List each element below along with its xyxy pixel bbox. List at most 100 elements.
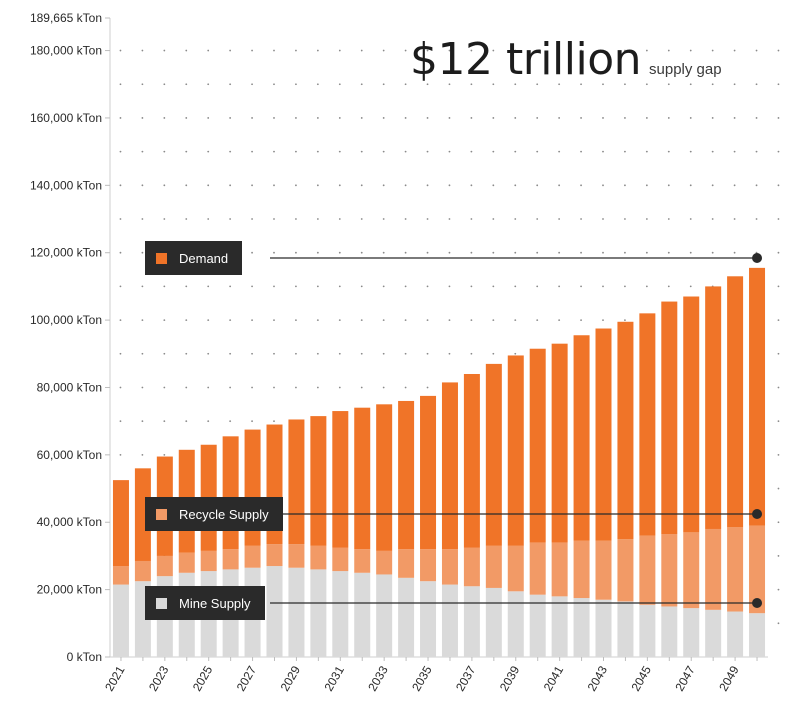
mine-connector-dot xyxy=(752,598,763,608)
grid-dot xyxy=(558,218,561,220)
grid-dot xyxy=(141,49,144,52)
grid-dot xyxy=(536,184,539,187)
grid-dot xyxy=(119,83,122,86)
grid-dot xyxy=(711,184,714,187)
recycle-supply-bar xyxy=(617,539,634,602)
grid-dot xyxy=(141,150,144,153)
grid-dot xyxy=(558,117,561,119)
grid-dot xyxy=(470,83,473,86)
grid-dot xyxy=(141,218,144,220)
grid-dot xyxy=(207,218,210,220)
recycle-supply-bar xyxy=(595,540,612,600)
grid-dot xyxy=(273,352,275,355)
grid-dot xyxy=(777,319,780,321)
grid-dot xyxy=(316,218,319,220)
grid-dot xyxy=(229,218,232,220)
recycle-supply-bar xyxy=(354,549,371,573)
recycle-supply-bar xyxy=(222,549,239,570)
grid-dot xyxy=(602,150,604,153)
grid-dot xyxy=(602,117,604,119)
grid-dot xyxy=(470,150,473,153)
grid-dot xyxy=(229,420,232,423)
grid-dot xyxy=(426,319,429,321)
grid-dot xyxy=(141,83,144,86)
grid-dot xyxy=(470,49,473,52)
grid-dot xyxy=(273,218,275,220)
demand-bar xyxy=(134,468,151,561)
grid-dot xyxy=(558,184,561,187)
grid-dot xyxy=(360,218,363,220)
mine-swatch xyxy=(156,597,167,609)
grid-dot xyxy=(119,184,122,187)
grid-dot xyxy=(163,150,166,153)
x-tick-label: 2023 xyxy=(146,663,172,693)
grid-dot xyxy=(163,49,166,52)
grid-dot xyxy=(404,352,407,355)
grid-dot xyxy=(163,83,166,86)
grid-dot xyxy=(689,218,692,220)
grid-dot xyxy=(119,150,122,153)
grid-dot xyxy=(295,319,297,321)
y-tick-label: 140,000 kTon xyxy=(30,178,102,192)
mine-supply-bar xyxy=(551,596,568,657)
grid-dot xyxy=(492,150,495,153)
recycle-connector-dot xyxy=(752,509,763,519)
grid-dot xyxy=(558,285,561,288)
recycle-supply-bar xyxy=(551,542,568,597)
mine-supply-bar xyxy=(507,591,524,657)
grid-dot xyxy=(536,251,539,254)
grid-dot xyxy=(777,184,780,187)
grid-dot xyxy=(492,49,495,52)
grid-dot xyxy=(645,83,648,86)
mine-supply-bar xyxy=(376,574,393,657)
grid-dot xyxy=(777,420,780,423)
grid-dot xyxy=(777,622,780,625)
grid-dot xyxy=(295,83,297,86)
mine-supply-bar xyxy=(354,572,371,657)
grid-dot xyxy=(207,49,210,52)
mine-supply-bar xyxy=(683,608,700,657)
grid-dot xyxy=(580,285,582,288)
grid-dot xyxy=(580,218,582,220)
legend-demand: Demand xyxy=(145,241,243,275)
x-tick-label: 2031 xyxy=(321,663,347,693)
y-tick-label: 40,000 kTon xyxy=(37,515,102,529)
grid-dot xyxy=(448,184,451,187)
grid-dot xyxy=(689,150,692,153)
recycle-supply-bar xyxy=(420,549,437,582)
grid-dot xyxy=(229,319,232,321)
grid-dot xyxy=(667,251,670,254)
demand-bar xyxy=(112,480,129,567)
grid-dot xyxy=(470,352,473,355)
grid-dot xyxy=(514,319,517,321)
recycle-supply-bar xyxy=(705,528,722,610)
grid-dot xyxy=(514,49,517,52)
grid-dot xyxy=(338,83,341,86)
grid-dot xyxy=(580,150,582,153)
demand-swatch xyxy=(156,252,167,264)
grid-dot xyxy=(667,218,670,220)
x-tick-label: 2027 xyxy=(234,663,260,693)
grid-dot xyxy=(360,184,363,187)
mine-supply-bar xyxy=(288,567,305,657)
grid-dot xyxy=(558,251,561,254)
grid-dot xyxy=(316,285,319,288)
grid-dot xyxy=(338,319,341,321)
mine-supply-bar xyxy=(485,587,502,657)
grid-dot xyxy=(645,150,648,153)
grid-dot xyxy=(185,184,188,187)
grid-dot xyxy=(404,184,407,187)
grid-dot xyxy=(733,150,736,153)
legend-mine-supply: Mine Supply xyxy=(145,586,265,620)
grid-dot xyxy=(119,218,122,220)
demand-bar xyxy=(551,343,568,543)
x-tick-label: 2043 xyxy=(585,663,611,693)
grid-dot xyxy=(382,83,385,86)
grid-dot xyxy=(338,251,341,254)
grid-dot xyxy=(645,117,648,119)
grid-dot xyxy=(492,184,495,187)
x-tick-label: 2035 xyxy=(409,663,435,693)
grid-dot xyxy=(382,150,385,153)
grid-dot xyxy=(448,251,451,254)
